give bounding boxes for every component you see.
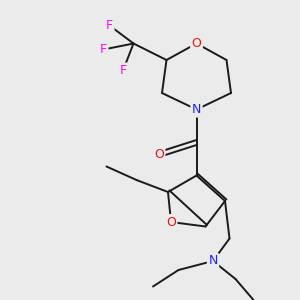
Text: N: N xyxy=(192,103,201,116)
Text: O: O xyxy=(154,148,164,161)
Text: F: F xyxy=(106,19,113,32)
Text: F: F xyxy=(119,64,127,77)
Text: O: O xyxy=(192,37,201,50)
Text: F: F xyxy=(100,43,107,56)
Text: O: O xyxy=(166,215,176,229)
Text: N: N xyxy=(208,254,218,268)
